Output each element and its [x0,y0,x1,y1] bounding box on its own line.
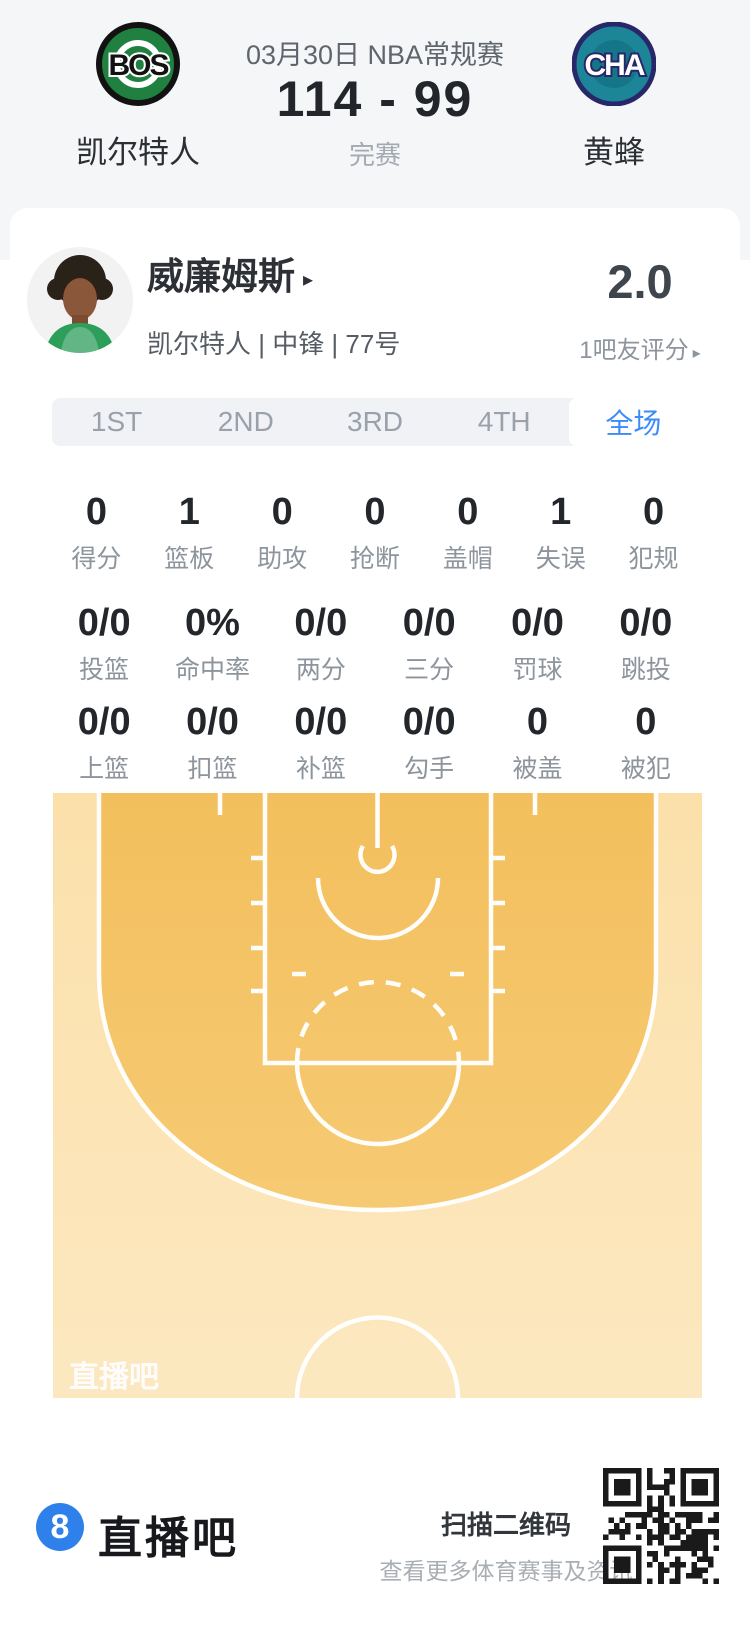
stat-putback: 0/0 补篮 [294,701,348,783]
player-avatar [27,247,133,353]
rating-block: 2.0 1吧友评分 ▸ [570,256,710,365]
home-team-logo: BOS [96,22,180,106]
stat-2pt: 0/0 两分 [294,602,348,684]
stat-ft: 0/0 罚球 [511,602,564,684]
rating-value: 2.0 [607,255,673,308]
player-stats-card: 威廉姆斯 ▸ 凯尔特人 | 中锋 | 77号 2.0 1吧友评分 ▸ 1ST 2ND… [10,208,740,1629]
stat-rebounds: 1 篮板 [164,491,215,573]
qr-subtitle: 查看更多体育赛事及资讯 [379,1558,633,1584]
svg-text:BOS: BOS [108,49,168,82]
stat-assists: 0 助攻 [257,491,308,573]
tab-3rd[interactable]: 3RD [347,406,404,437]
home-team-name: 凯尔特人 [76,135,200,170]
stat-steals: 0 抢断 [349,491,400,573]
tab-full-game[interactable]: 全场 [568,398,699,446]
svg-text:CHA: CHA [585,49,645,82]
away-team-logo: CHA [571,21,657,107]
rating-arrow-icon: ▸ [692,345,701,362]
away-team-name: 黄蜂 [583,135,645,170]
match-score: 114 - 99 [276,71,474,127]
stat-hook: 0/0 勾手 [402,701,456,783]
basketball-halfcourt-icon: 直播吧 [53,793,702,1399]
stat-fg-pct: 0% 命中率 [174,602,250,684]
brand-logo-icon: 8 [36,1503,84,1551]
shot-chart-court: 直播吧 [53,793,702,1399]
tab-2nd[interactable]: 2ND [217,406,274,437]
rating-label: 1吧友评分 [579,337,689,364]
qr-text-block: 扫描二维码 查看更多体育赛事及资讯 [356,1505,656,1586]
stat-blocks: 0 盖帽 [442,491,493,573]
rating-label-row[interactable]: 1吧友评分 ▸ [570,330,710,365]
tab-1st[interactable]: 1ST [90,406,143,437]
stat-jumpshot: 0/0 跳投 [619,602,673,684]
match-date-competition: 03月30日 NBA常规赛 [245,40,505,70]
brand-name: 直播吧 [98,1514,239,1563]
qr-code-icon [603,1468,719,1584]
stat-fg: 0/0 投篮 [77,602,131,684]
player-photo-icon [27,247,133,353]
quarter-tabs: 1ST 2ND 3RD 4TH 全场 [52,398,699,446]
stat-3pt: 0/0 三分 [402,602,456,684]
player-name-arrow-icon: ▸ [303,269,314,291]
stat-layup: 0/0 上篮 [77,701,131,783]
court-watermark: 直播吧 [69,1361,159,1394]
qr-code [603,1468,719,1584]
player-name-row[interactable]: 威廉姆斯 ▸ [147,255,313,299]
hornets-logo-icon: CHA [571,21,657,107]
stats-row-basic: 0 得分 1 篮板 0 助攻 0 抢断 0 盖帽 1 失误 [50,491,700,575]
stat-blocked: 0 被盖 [512,701,563,783]
match-status: 完赛 [348,140,401,170]
stat-turnovers: 1 失误 [535,491,586,573]
stat-dunk: 0/0 扣篮 [186,701,239,783]
celtics-logo-icon: BOS [96,22,180,106]
stats-row-detail: 0/0 上篮 0/0 扣篮 0/0 补篮 0/0 勾手 0 被盖 0 被犯 [50,701,700,785]
player-name: 威廉姆斯 [147,256,295,297]
player-info: 凯尔特人 | 中锋 | 77号 [147,329,401,359]
stat-fouled: 0 被犯 [620,701,671,783]
qr-title: 扫描二维码 [440,1510,571,1540]
stat-fouls: 0 犯规 [628,491,679,573]
stat-points: 0 得分 [71,491,122,573]
tab-4th[interactable]: 4TH [477,406,531,437]
stats-row-shooting: 0/0 投篮 0% 命中率 0/0 两分 0/0 三分 0/0 罚球 0/0 跳… [50,602,700,686]
